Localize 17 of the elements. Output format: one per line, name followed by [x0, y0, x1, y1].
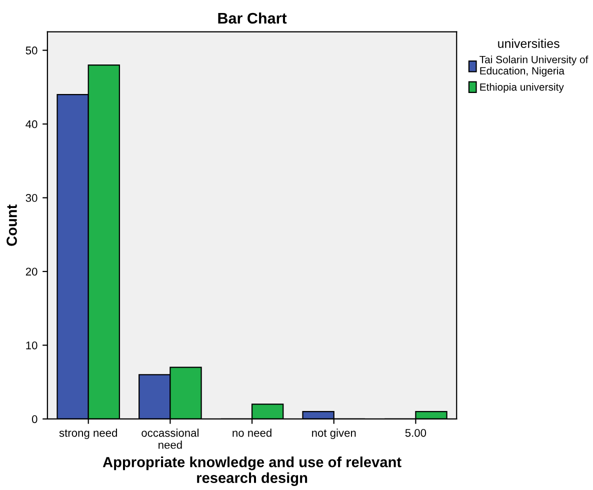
legend-title: universities [498, 38, 560, 48]
legend-label: Ethiopia university [480, 83, 564, 93]
y-tick-label: 30 [26, 194, 38, 202]
y-tick-label: 20 [26, 268, 38, 276]
x-tick-label: not given [312, 428, 356, 440]
x-tick-label: strong need [59, 428, 117, 440]
y-tick-label: 50 [26, 46, 38, 54]
y-axis-title: Count [6, 204, 17, 246]
x-axis-title: Appropriate knowledge and use of relevant research design [102, 456, 402, 486]
legend-label: Tai Solarin University of Education, Nigeria [480, 56, 588, 77]
y-tick-label: 40 [26, 120, 38, 128]
y-tick-label: 10 [26, 341, 38, 350]
x-tick-label: occassional need [142, 428, 198, 449]
x-tick-label: 5.00 [405, 428, 426, 437]
chart-title: Bar Chart [218, 12, 287, 24]
x-tick-label: no need [232, 428, 272, 437]
y-tick-label: 0 [32, 415, 38, 424]
